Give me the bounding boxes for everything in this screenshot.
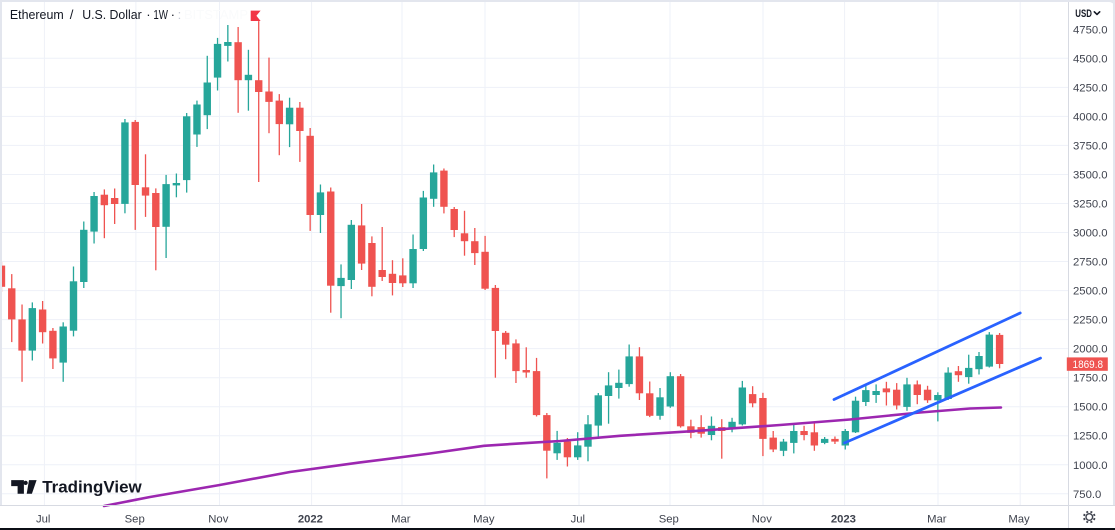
svg-text:3000.0: 3000.0 <box>1073 228 1108 240</box>
svg-text:May: May <box>473 514 495 526</box>
svg-text:Mar: Mar <box>927 514 947 526</box>
svg-text:2022: 2022 <box>298 514 323 526</box>
svg-text:2000.0: 2000.0 <box>1073 344 1108 356</box>
svg-text:3750.0: 3750.0 <box>1073 140 1108 152</box>
svg-text:TradingView: TradingView <box>42 478 142 497</box>
svg-text:2023: 2023 <box>831 514 856 526</box>
svg-text:Ethereum/U.S. Dollar·1W·:BITST: Ethereum / U.S. Dollar · 1W ·: BITSTAMP <box>10 7 248 22</box>
svg-text:Nov: Nov <box>208 514 228 526</box>
svg-text:Mar: Mar <box>391 514 411 526</box>
svg-text:Sep: Sep <box>659 514 679 526</box>
svg-text:USD: USD <box>1075 8 1092 20</box>
svg-text:1750.0: 1750.0 <box>1073 373 1108 385</box>
svg-text:Jul: Jul <box>571 514 585 526</box>
svg-text:2500.0: 2500.0 <box>1073 286 1108 298</box>
svg-text:Nov: Nov <box>752 514 772 526</box>
svg-text:3250.0: 3250.0 <box>1073 199 1108 211</box>
svg-text:4500.0: 4500.0 <box>1073 53 1108 65</box>
svg-text:Sep: Sep <box>125 514 145 526</box>
svg-text:May: May <box>1008 514 1030 526</box>
svg-text:750.0: 750.0 <box>1073 489 1101 501</box>
svg-text:Jul: Jul <box>36 514 50 526</box>
svg-text:1500.0: 1500.0 <box>1073 402 1108 414</box>
svg-text:1250.0: 1250.0 <box>1073 431 1108 443</box>
svg-text:4750.0: 4750.0 <box>1073 24 1108 36</box>
svg-text:1869.8: 1869.8 <box>1073 359 1104 371</box>
svg-text:2250.0: 2250.0 <box>1073 315 1108 327</box>
svg-text:1000.0: 1000.0 <box>1073 460 1108 472</box>
svg-text:4250.0: 4250.0 <box>1073 82 1108 94</box>
svg-text:3500.0: 3500.0 <box>1073 170 1108 182</box>
svg-text:4000.0: 4000.0 <box>1073 111 1108 123</box>
svg-text:2750.0: 2750.0 <box>1073 257 1108 269</box>
